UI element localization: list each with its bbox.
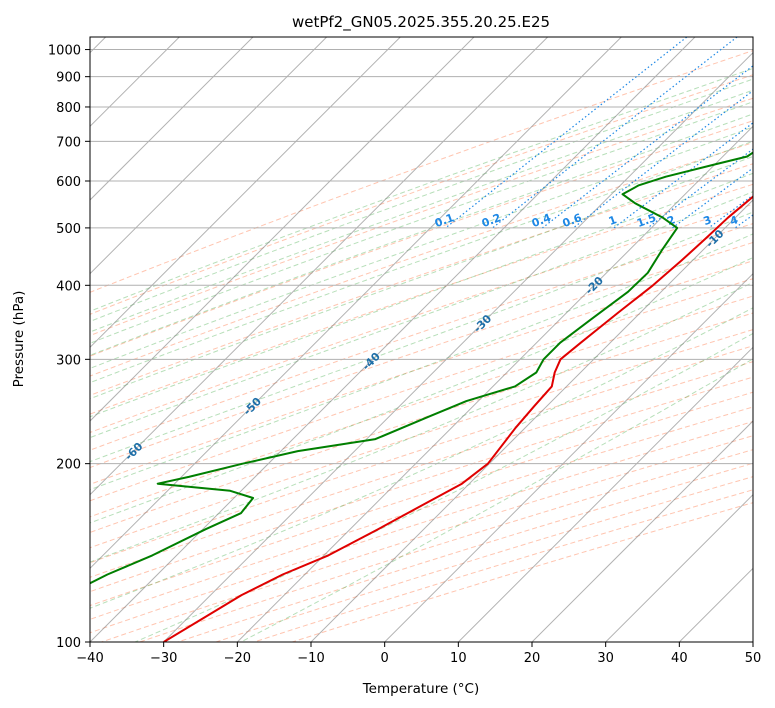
isotherm-line <box>90 37 401 349</box>
isotherm-line <box>90 37 549 496</box>
mixing-ratio-lines <box>445 37 753 229</box>
plot-frame <box>89 36 754 643</box>
mixing-ratio-line <box>613 122 753 229</box>
x-axis-label: Temperature (°C) <box>362 681 480 697</box>
moist-adiabat <box>90 140 753 384</box>
isotherm-lines <box>90 37 753 642</box>
profile-series <box>90 151 753 642</box>
x-tick-label: 20 <box>524 651 541 666</box>
plot-background <box>90 37 753 642</box>
isotherm-line <box>90 37 696 642</box>
isotherm-line <box>236 125 753 642</box>
y-tick-label: 900 <box>56 71 81 86</box>
x-tick-label: 10 <box>450 651 467 666</box>
x-tick-label: 40 <box>671 651 688 666</box>
isotherm-line <box>457 346 753 642</box>
temperature-profile-line <box>163 195 753 642</box>
x-tick-label: −30 <box>150 651 177 666</box>
x-tick-label: 30 <box>597 651 614 666</box>
x-tick-label: −40 <box>76 651 103 666</box>
x-tick-label: 50 <box>745 651 762 666</box>
isotherm-line <box>163 51 753 642</box>
isotherm-line <box>90 37 622 570</box>
isotherm-line <box>90 37 475 422</box>
y-tick-label: 700 <box>56 135 81 150</box>
x-tick-label: 0 <box>381 651 389 666</box>
mixing-ratio-line <box>492 37 739 229</box>
y-tick-label: 600 <box>56 175 81 190</box>
isotherm-line <box>90 37 254 201</box>
x-tick-label: −20 <box>224 651 251 666</box>
moist-adiabat <box>90 211 753 463</box>
mixing-ratio-line <box>445 37 688 229</box>
isotherm-line <box>752 641 753 642</box>
y-tick-label: 200 <box>56 458 81 473</box>
moist-adiabat <box>90 172 753 418</box>
x-tick-label: −10 <box>297 651 324 666</box>
isobar-lines <box>90 49 753 642</box>
y-axis-ticks: 100 200 300 400 500 600 700 800 900 1000 <box>48 44 90 651</box>
isotherm-line <box>384 272 753 642</box>
y-tick-label: 300 <box>56 353 81 368</box>
y-axis-label: Pressure (hPa) <box>11 291 27 388</box>
moist-adiabat <box>90 67 753 312</box>
moist-adiabat <box>90 101 753 344</box>
isotherm-line <box>90 37 328 275</box>
y-tick-label: 1000 <box>48 44 81 59</box>
y-tick-label: 400 <box>56 279 81 294</box>
isotherm-label: -70 <box>5 484 28 507</box>
mixing-ratio-label: 0.6 <box>561 211 584 230</box>
mixing-ratio-label: 0.4 <box>530 211 553 230</box>
moist-adiabat <box>90 307 753 609</box>
mixing-ratio-labels: 0.1 0.2 0.4 0.6 1 1.5 2 3 4 <box>433 211 740 230</box>
mixing-ratio-label: 4 <box>728 213 740 228</box>
mixing-ratio-label: 1 <box>607 213 619 228</box>
mixing-ratio-label: 3 <box>702 213 714 228</box>
mixing-ratio-line <box>542 65 753 229</box>
x-axis-ticks: −40 −30 −20 −10 0 10 20 30 40 50 <box>76 642 761 666</box>
isotherm-line <box>310 199 753 642</box>
moist-adiabat <box>90 78 753 323</box>
mixing-ratio-label: 0.1 <box>433 211 456 230</box>
mixing-ratio-label: 0.2 <box>480 211 503 230</box>
mixing-ratio-label: 2 <box>665 213 677 228</box>
mixing-ratio-label: 1.5 <box>635 211 658 230</box>
moist-adiabat <box>90 155 753 400</box>
chart-title: wetPf2_GN05.2025.355.20.25.E25 <box>292 13 550 32</box>
y-tick-label: 100 <box>56 636 81 651</box>
y-tick-label: 800 <box>56 101 81 116</box>
dry-adiabat <box>90 163 753 396</box>
isotherm-line <box>605 493 753 642</box>
dewpoint-profile-line <box>90 151 753 585</box>
dry-adiabat <box>90 120 753 357</box>
isotherm-line <box>531 420 753 642</box>
moist-adiabat <box>90 256 753 524</box>
y-tick-label: 500 <box>56 222 81 237</box>
